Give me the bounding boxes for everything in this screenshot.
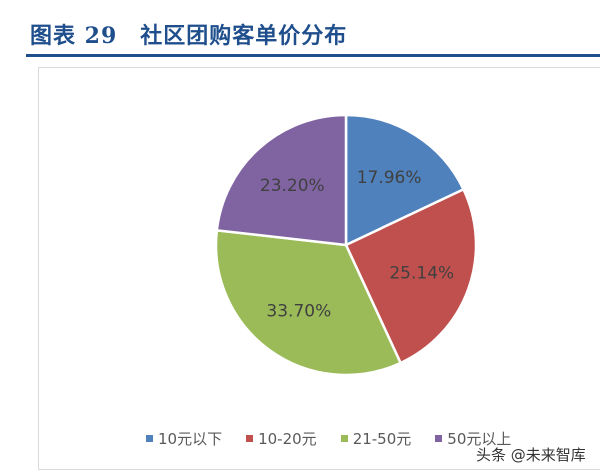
data-label: 33.70%	[266, 301, 331, 321]
legend-swatch	[340, 435, 348, 442]
legend-item: 10元以下	[146, 428, 222, 449]
title-rule	[26, 54, 600, 57]
legend-swatch	[246, 435, 254, 442]
legend-swatch	[146, 435, 153, 442]
legend-item: 50元以上	[435, 428, 511, 449]
data-label: 17.96%	[357, 168, 422, 188]
figure-title: 图表 29 社区团购客单价分布	[30, 23, 348, 49]
watermark: 头条 @未来智库	[476, 446, 586, 464]
chart-frame	[38, 67, 600, 470]
legend-label: 10-20元	[258, 430, 317, 448]
pie-slice-3	[215, 113, 348, 247]
data-label: 23.20%	[260, 176, 325, 196]
legend-label: 50元以上	[447, 430, 512, 448]
legend-label: 21-50元	[352, 430, 412, 448]
legend-label: 10元以下	[158, 430, 223, 448]
data-label: 25.14%	[389, 263, 454, 283]
legend-item: 10-20元	[246, 428, 317, 449]
legend-item: 21-50元	[340, 428, 412, 449]
legend: 10元以下 10-20元 21-50元 50元以上	[146, 428, 511, 449]
pie-slice-1	[344, 187, 478, 365]
pie-slice-2	[214, 228, 403, 377]
pie-slice-0	[344, 113, 466, 247]
legend-swatch	[435, 435, 443, 442]
